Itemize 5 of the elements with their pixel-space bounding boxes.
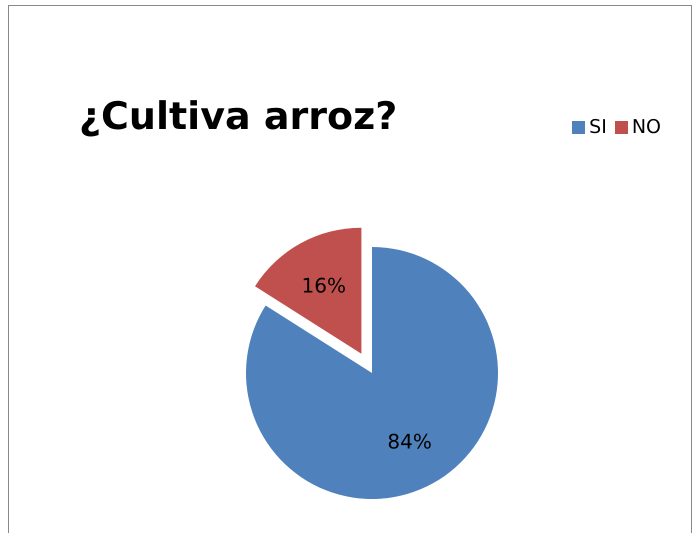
chart-title: ¿Cultiva arroz? (79, 94, 398, 138)
legend-label: SI (588, 116, 607, 138)
data-label: 84% (387, 429, 432, 454)
legend-label: NO (630, 116, 661, 138)
data-label: 16% (302, 273, 346, 298)
